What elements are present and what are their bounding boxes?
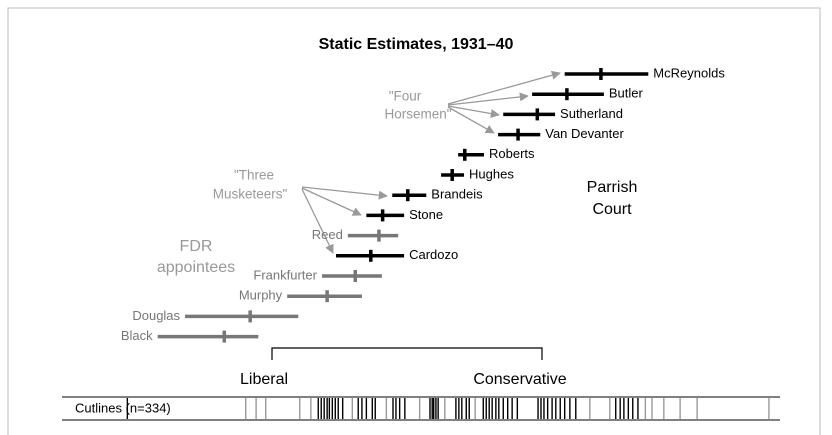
annotation: Liberal — [240, 371, 288, 388]
justice-label: Douglas — [132, 308, 180, 323]
justice-label: Sutherland — [560, 106, 623, 121]
justice-label: Butler — [609, 86, 644, 101]
arrows — [301, 70, 561, 254]
frame — [7, 7, 821, 435]
annotation: FDR — [180, 238, 213, 255]
justice-label: Reed — [312, 227, 343, 242]
annotation: Parrish — [587, 179, 638, 196]
justice-label: Murphy — [239, 288, 283, 303]
justice-label: Black — [121, 328, 153, 343]
justice-label: Frankfurter — [253, 267, 317, 282]
justice-label: Hughes — [469, 166, 514, 181]
annotation: "Four — [389, 89, 422, 104]
justice-label: Roberts — [489, 146, 535, 161]
chart-title: Static Estimates, 1931–40 — [319, 36, 514, 53]
rug-label: Cutlines (n=334) — [75, 400, 171, 415]
annotation: Court — [592, 201, 632, 218]
annotation: appointees — [157, 259, 235, 276]
bracket — [271, 347, 543, 360]
justice-label: Cardozo — [409, 247, 458, 262]
justice-label: Stone — [409, 207, 443, 222]
justice-label: McReynolds — [653, 65, 725, 80]
rug — [126, 398, 770, 419]
annotation: "Three — [234, 168, 274, 183]
annotation: Horsemen" — [384, 107, 451, 122]
annotation: Musketeers" — [213, 187, 288, 202]
justice-label: Van Devanter — [545, 126, 624, 141]
justice-label: Brandeis — [431, 187, 483, 202]
annotation: Conservative — [473, 371, 566, 388]
